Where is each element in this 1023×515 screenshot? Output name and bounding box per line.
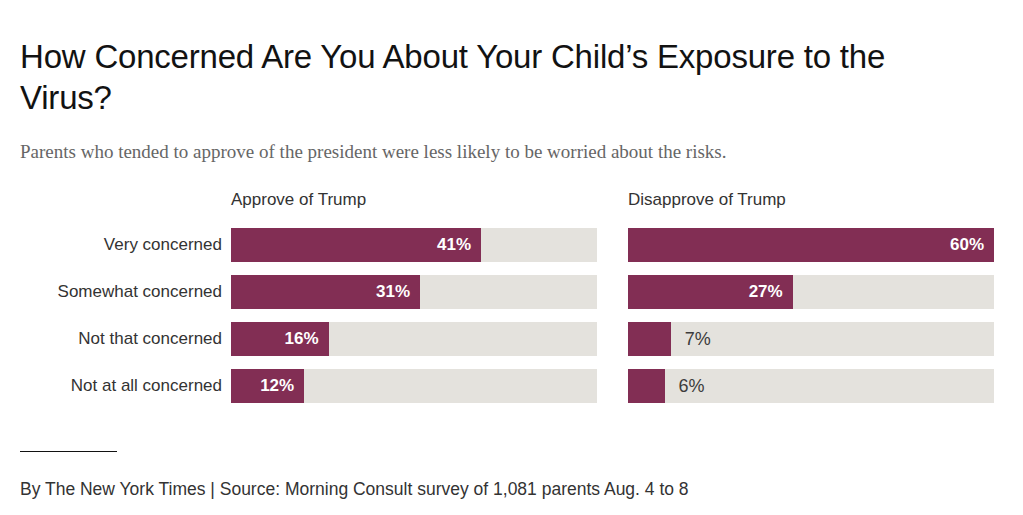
bar-fill [628,322,671,356]
bar-track: 27% [628,275,994,309]
bar-value-label: 31% [376,282,420,302]
chart-row: Not at all concerned 12% 6% [20,369,994,403]
chart-rows: Very concerned 41% 60% Somewhat concerned 31… [20,228,994,403]
panel-headers: Approve of Trump Disapprove of Trump [20,190,994,210]
panel-header-approve: Approve of Trump [231,190,597,210]
bar-value-label: 27% [749,282,793,302]
bar-value-label: 6% [679,376,705,397]
bar-value-label: 41% [437,235,481,255]
bar-chart: Approve of Trump Disapprove of Trump Ver… [20,190,994,403]
bar-track: 41% [231,228,597,262]
bar-fill: 31% [231,275,420,309]
chart-row: Very concerned 41% 60% [20,228,994,262]
page: How Concerned Are You About Your Child’s… [0,0,1023,500]
row-label: Somewhat concerned [20,275,231,309]
row-label: Not that concerned [20,322,231,356]
chart-title: How Concerned Are You About Your Child’s… [20,36,970,118]
bar-track: 16% [231,322,597,356]
row-label: Not at all concerned [20,369,231,403]
chart-row: Not that concerned 16% 7% [20,322,994,356]
bar-value-label: 60% [950,235,994,255]
bar-track: 6% [628,369,994,403]
row-label: Very concerned [20,228,231,262]
bar-fill: 12% [231,369,304,403]
bar-value-label: 7% [685,329,711,350]
chart-row: Somewhat concerned 31% 27% [20,275,994,309]
chart-subtitle: Parents who tended to approve of the pre… [20,140,994,164]
bar-track: 7% [628,322,994,356]
bar-fill: 60% [628,228,994,262]
byline-source: By The New York Times | Source: Morning … [20,479,994,500]
bar-fill: 27% [628,275,793,309]
bar-track: 60% [628,228,994,262]
bar-fill [628,369,665,403]
bar-track: 12% [231,369,597,403]
bar-fill: 41% [231,228,481,262]
bar-track: 31% [231,275,597,309]
footer-rule [20,451,117,452]
panel-header-disapprove: Disapprove of Trump [628,190,994,210]
bar-value-label: 16% [285,329,329,349]
bar-value-label: 12% [260,376,304,396]
bar-fill: 16% [231,322,329,356]
